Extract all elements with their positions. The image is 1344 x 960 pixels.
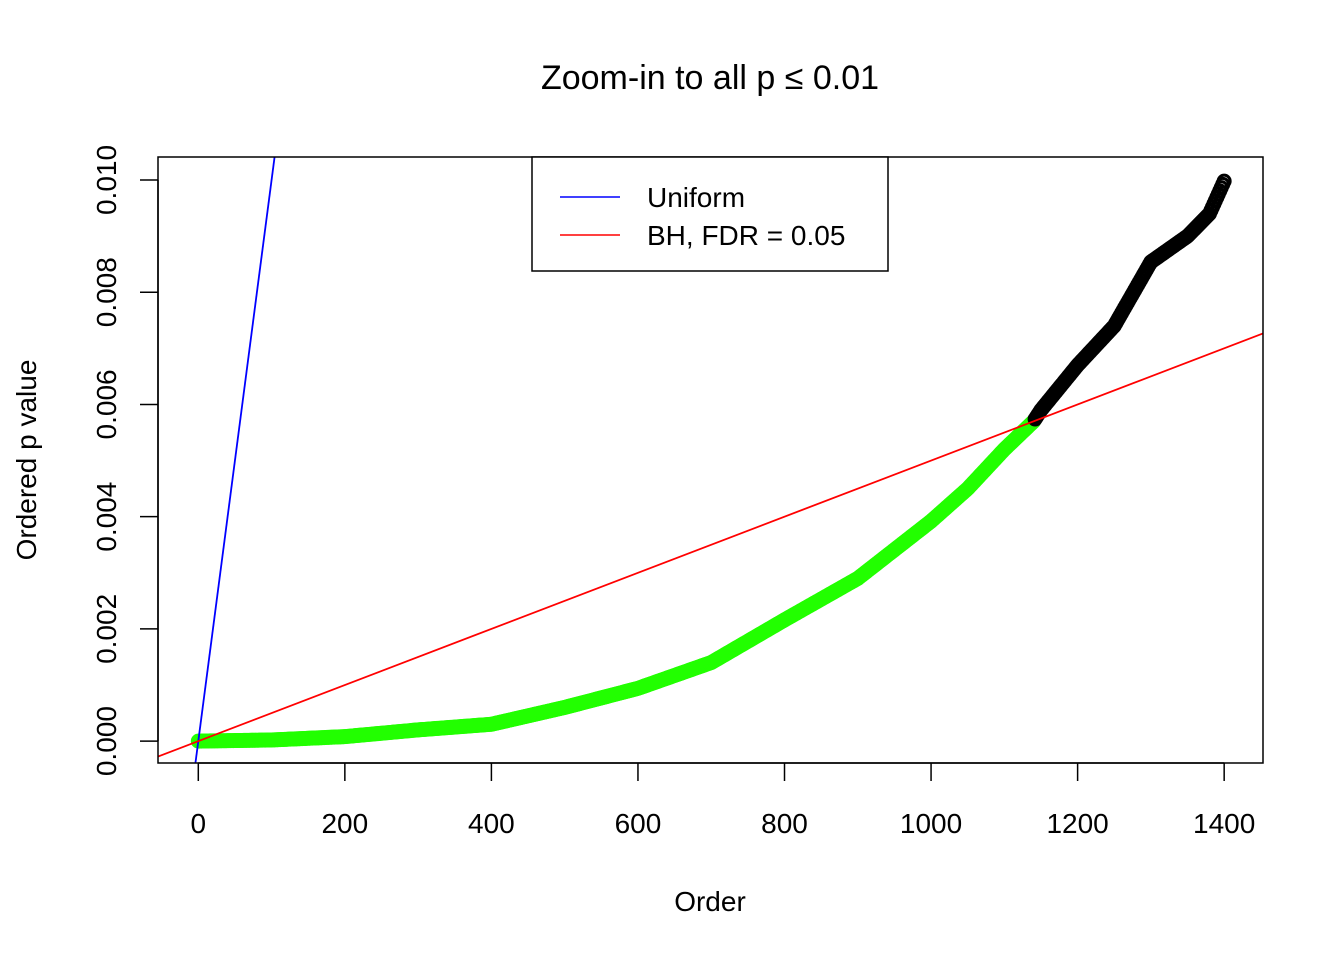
plot-content — [158, 157, 1263, 763]
x-tick-label: 1200 — [1046, 808, 1108, 839]
x-tick-label: 800 — [761, 808, 808, 839]
y-axis: 0.000 0.002 0.004 0.006 0.008 0.010 — [91, 145, 159, 776]
legend: Uniform BH, FDR = 0.05 — [531, 156, 889, 272]
y-tick-label: 0.000 — [91, 706, 122, 776]
bh-line — [158, 332, 1263, 758]
y-tick-label: 0.010 — [91, 145, 122, 215]
y-tick-label: 0.002 — [91, 594, 122, 664]
plot-area — [158, 157, 1263, 763]
x-tick-label: 1000 — [900, 808, 962, 839]
y-axis-label: Ordered p value — [11, 360, 42, 561]
legend-box — [531, 156, 889, 272]
x-axis-label: Order — [674, 886, 746, 917]
x-axis: 0 200 400 600 800 1000 1200 1400 — [191, 762, 1255, 839]
chart-title: Zoom-in to all p ≤ 0.01 — [541, 59, 879, 97]
x-tick-label: 400 — [468, 808, 515, 839]
data-point — [1216, 173, 1232, 189]
legend-label-bh: BH, FDR = 0.05 — [647, 220, 845, 251]
legend-label-uniform: Uniform — [647, 182, 745, 213]
x-tick-label: 600 — [615, 808, 662, 839]
x-tick-label: 0 — [191, 808, 207, 839]
x-tick-label: 200 — [321, 808, 368, 839]
x-tick-label: 1400 — [1193, 808, 1255, 839]
y-tick-label: 0.008 — [91, 257, 122, 327]
y-tick-label: 0.006 — [91, 369, 122, 439]
uniform-line — [194, 157, 276, 763]
y-tick-label: 0.004 — [91, 482, 122, 552]
